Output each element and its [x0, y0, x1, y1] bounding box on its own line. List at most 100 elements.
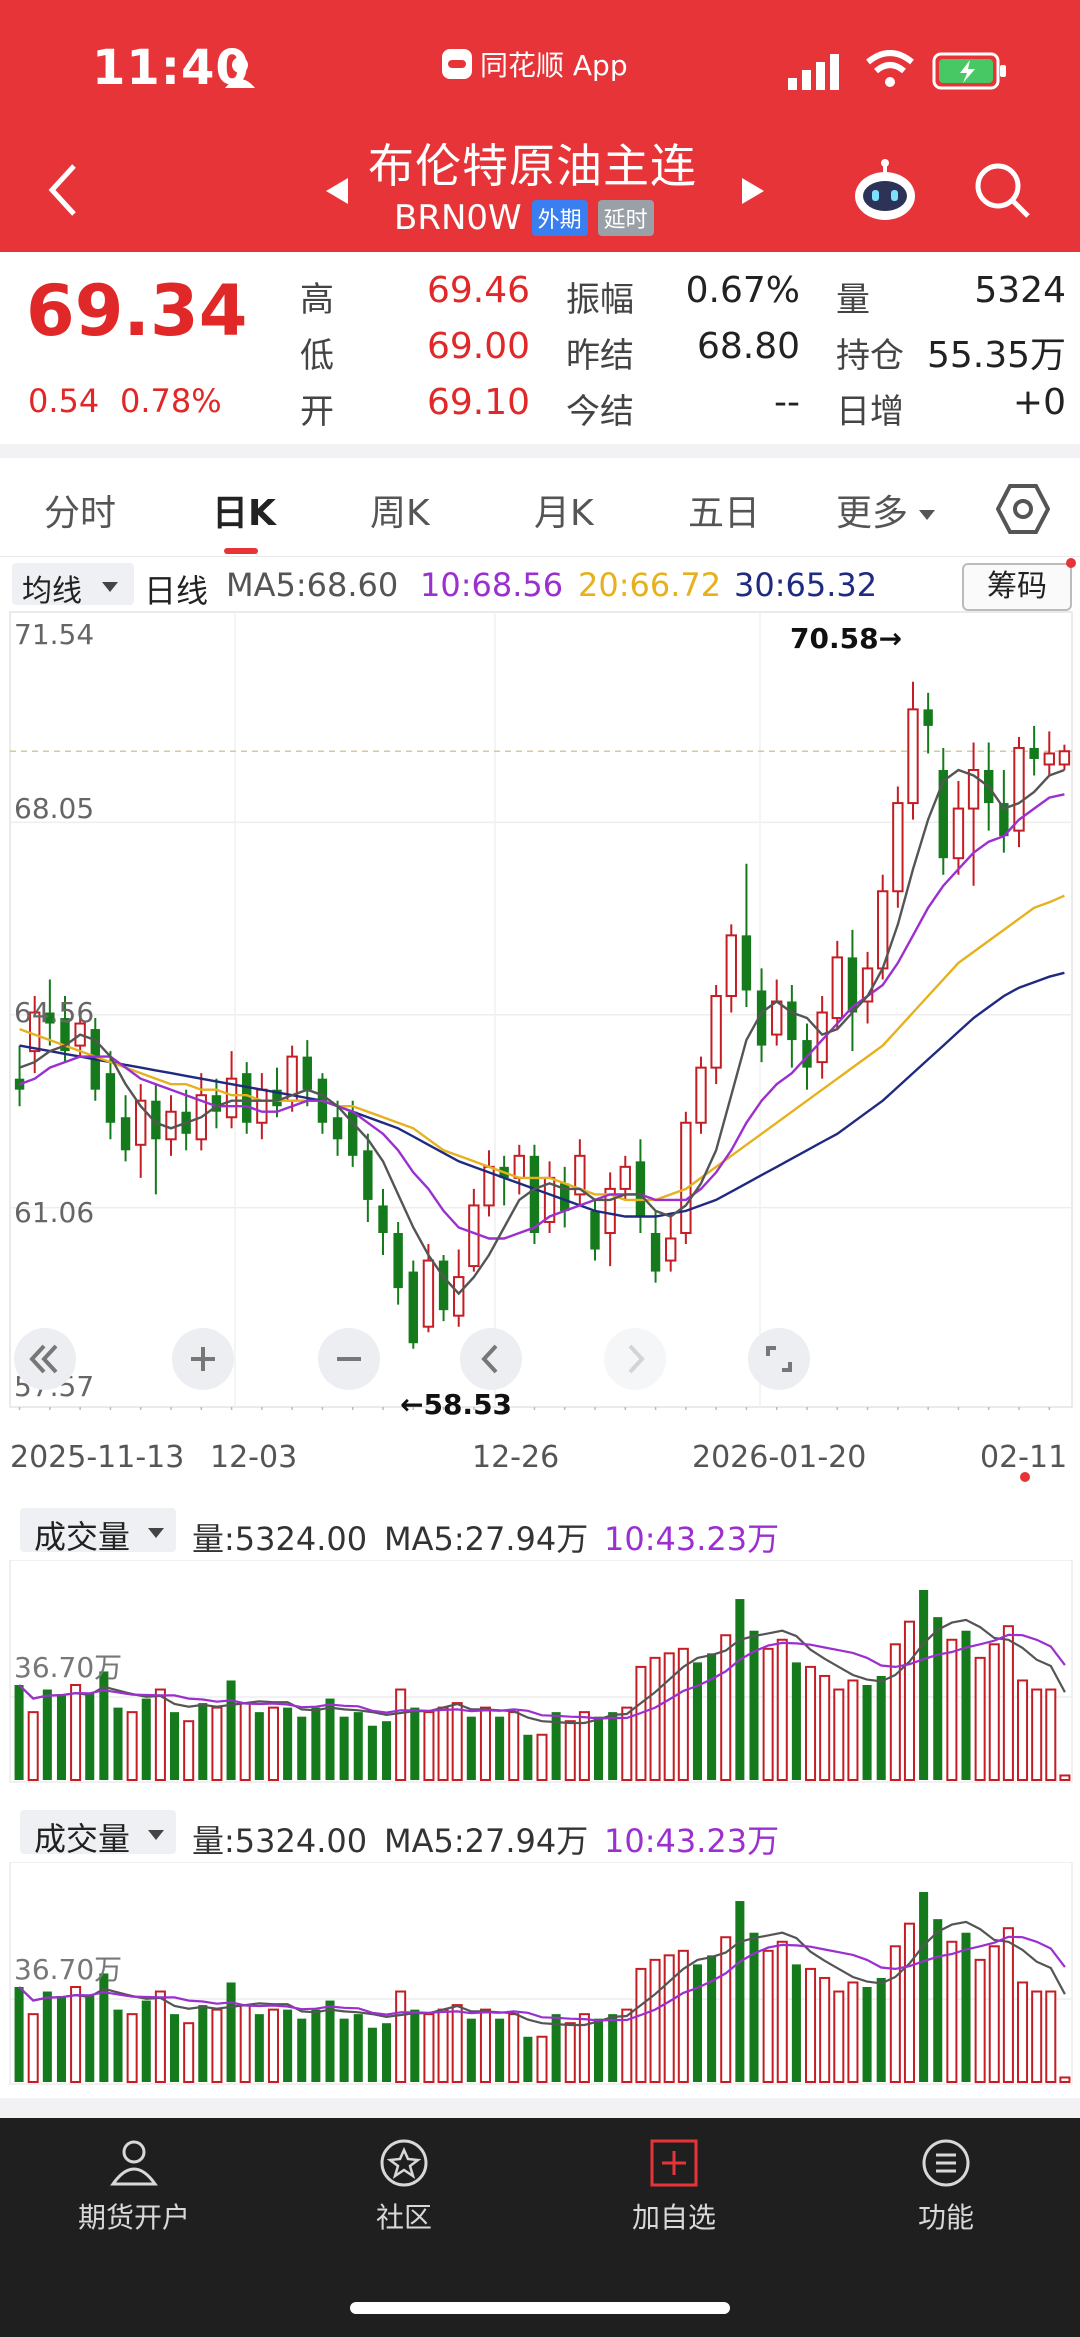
star-circle-icon	[380, 2139, 428, 2187]
volume-bar-up	[1002, 1927, 1014, 2083]
volume-label: 量	[836, 280, 870, 320]
candle-body-up	[453, 1276, 465, 1317]
candle-body-up	[680, 1121, 692, 1234]
candle-body-down	[408, 1271, 418, 1344]
volume-bar-down	[495, 1716, 505, 1780]
open-label: 开	[300, 392, 334, 432]
volume-bar-up	[536, 2035, 548, 2083]
volume-bar-up	[762, 1949, 774, 2083]
active-tab-indicator	[224, 548, 258, 554]
volume-bar-up	[423, 1711, 435, 1781]
volume-bar-up	[635, 1967, 647, 2083]
volume-bar-down	[226, 1982, 236, 2082]
candle-body-up	[604, 1187, 616, 1234]
robot-assistant-icon[interactable]	[852, 158, 918, 224]
min-price-marker: ←58.53	[400, 1388, 513, 1421]
candle-body-up	[256, 1088, 268, 1124]
volume-bar-up	[833, 1688, 845, 1781]
candle-body-down	[802, 1040, 812, 1068]
volume-bar-down	[919, 1892, 929, 2082]
prev-contract-arrow-icon[interactable]	[322, 176, 352, 206]
back-icon[interactable]	[44, 160, 84, 220]
zoom-out-far-button[interactable]	[14, 1328, 76, 1390]
volume-bar-up	[1059, 2076, 1071, 2084]
settings-hexagon-icon[interactable]	[996, 482, 1050, 536]
volume-bar-down	[56, 1694, 66, 1780]
tab-monthly-k[interactable]: 月K	[534, 493, 594, 534]
zoom-in-button[interactable]	[172, 1328, 234, 1390]
oi-change-value: +0	[1012, 382, 1066, 423]
prev-settle-value: 68.80	[696, 326, 800, 367]
volume-bar-down	[14, 1685, 24, 1780]
volume-bar-down	[170, 1712, 180, 1780]
next-contract-arrow-icon[interactable]	[738, 176, 768, 206]
tab-daily-k[interactable]: 日K	[212, 493, 276, 534]
volume-bar-up	[267, 1706, 279, 1781]
candlestick-chart[interactable]	[0, 610, 1080, 1410]
volume-bar-up	[663, 1954, 675, 2083]
volume-bar-up	[974, 1958, 986, 2083]
volume-bar-up	[508, 1711, 520, 1781]
volume-bar-down	[353, 1712, 363, 1780]
scroll-left-button[interactable]	[460, 1328, 522, 1390]
volume-bar-down	[876, 1675, 886, 1780]
bottom-divider	[0, 2098, 1080, 2118]
nav-futures-account[interactable]: 期货开户	[34, 2132, 234, 2236]
volume-bar-up	[805, 1967, 817, 2083]
contract-code: BRN0W	[394, 198, 522, 238]
candle-body-up	[861, 967, 874, 1003]
volume-bar-up	[720, 1936, 732, 2083]
candle-body-down	[590, 1210, 600, 1250]
fullscreen-button[interactable]	[748, 1328, 810, 1390]
tab-intraday[interactable]: 分时	[44, 493, 117, 534]
oi-change-label: 日增	[836, 392, 904, 432]
candle-body-up	[574, 1154, 586, 1196]
volume-ma10-2: 10:43.23万	[604, 1822, 780, 1860]
volume-bar-down	[551, 1712, 561, 1780]
nav-add-watchlist[interactable]: 加自选	[574, 2132, 774, 2236]
volume-bar-down	[608, 1712, 618, 1780]
candle-body-up	[816, 1011, 828, 1064]
candle-body-up	[725, 934, 737, 997]
high-label: 高	[300, 280, 334, 320]
volume-bar-up	[451, 2004, 463, 2084]
candle-body-down	[378, 1205, 388, 1233]
settle-value: --	[774, 382, 800, 423]
chips-button[interactable]: 筹码	[962, 563, 1072, 611]
volume-bar-up	[437, 1706, 449, 1781]
zoom-out-button[interactable]	[318, 1328, 380, 1390]
volume-bar-down	[382, 2023, 392, 2082]
nav-functions[interactable]: 功能	[846, 2132, 1046, 2236]
volume-bar-up	[635, 1665, 647, 1781]
nav-community[interactable]: 社区	[304, 2132, 504, 2236]
tab-weekly-k[interactable]: 周K	[370, 493, 430, 534]
volume-bar-down	[283, 2009, 293, 2082]
volume-chart-1[interactable]	[0, 1560, 1080, 1790]
tab-more[interactable]: 更多	[836, 484, 936, 536]
volume-chart-2[interactable]	[0, 1862, 1080, 2092]
volume-bar-up	[1017, 1679, 1029, 1781]
volume-bar-up	[988, 1643, 1000, 1781]
volume-bar-up	[578, 1711, 590, 1781]
volume-text-2: 量:5324.00	[192, 1822, 368, 1860]
volume-ma10-1: 10:43.23万	[604, 1520, 780, 1558]
volume-bar-down	[226, 1680, 236, 1780]
candle-body-up	[771, 1000, 783, 1036]
scroll-right-button[interactable]	[604, 1328, 666, 1390]
tab-five-day[interactable]: 五日	[688, 493, 761, 534]
volume-bar-up	[1045, 1688, 1057, 1781]
search-icon[interactable]	[972, 160, 1032, 220]
ma30-line	[19, 971, 1065, 1218]
candle-body-up	[1013, 746, 1025, 832]
volume-bar-down	[42, 1991, 52, 2082]
candle-body-down	[741, 935, 752, 991]
caret-down-icon	[148, 1830, 164, 1840]
volume-bar-down	[14, 1987, 24, 2082]
volume-bar-up	[479, 1706, 491, 1781]
candle-body-up	[1043, 752, 1055, 766]
app-logo-icon	[442, 49, 472, 79]
volume-frame	[9, 1862, 1073, 2085]
volume-bar-up	[70, 1684, 82, 1781]
volume-bar-up	[776, 1638, 788, 1781]
volume-bar-up	[649, 1656, 661, 1781]
